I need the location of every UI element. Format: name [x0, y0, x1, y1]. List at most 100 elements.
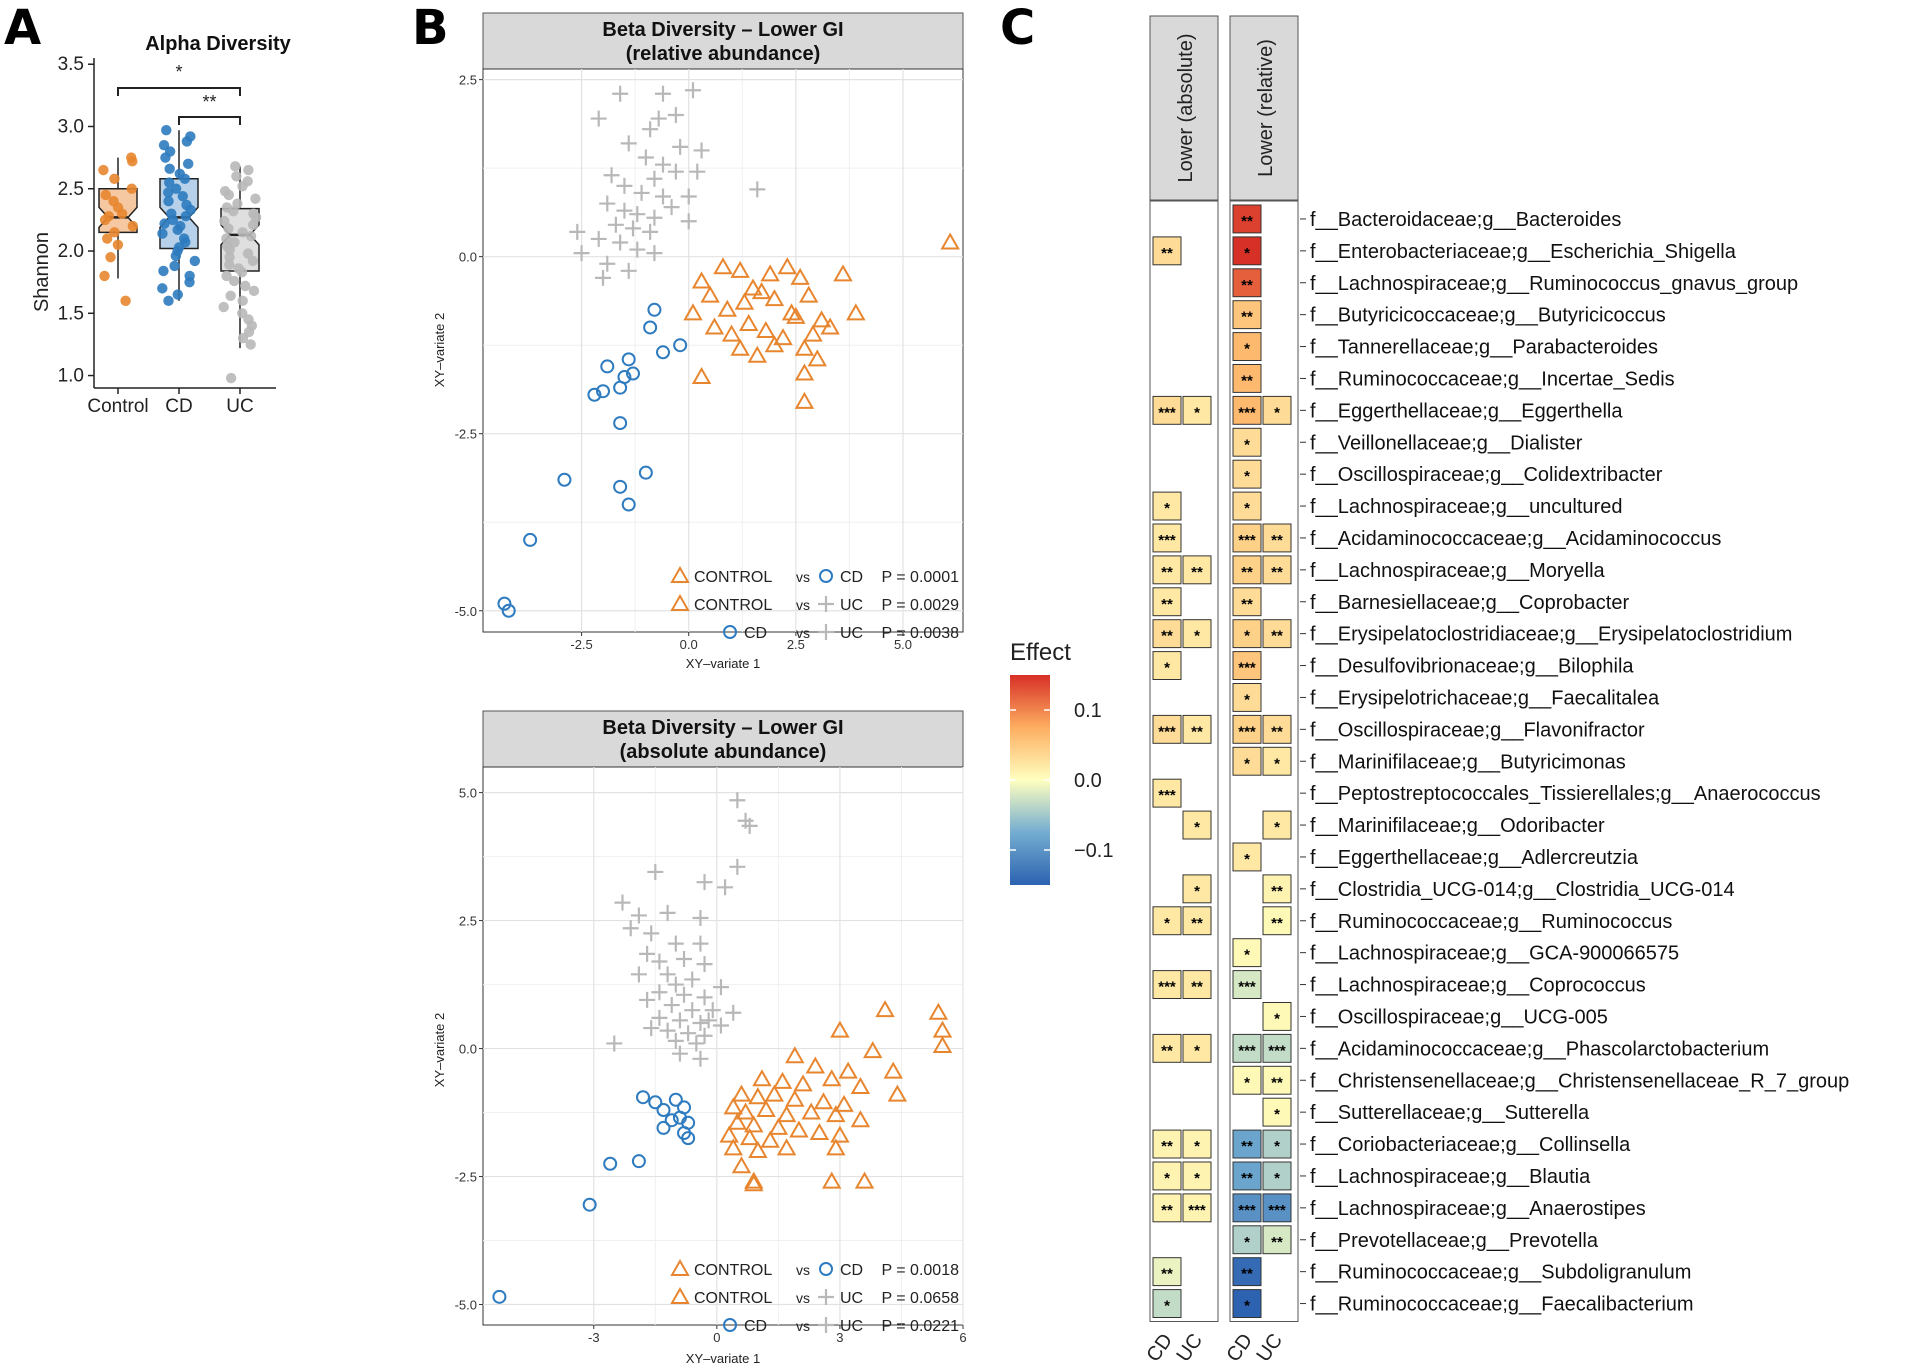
beta-absolute-point-uc — [639, 991, 656, 1008]
alpha-point-cd — [179, 173, 191, 184]
alpha-point-control — [99, 270, 110, 282]
heatmap-cell — [1152, 555, 1182, 585]
beta-absolute-point-uc — [622, 920, 639, 937]
heatmap-column-label: UC — [1173, 1330, 1208, 1366]
heatmap-cell — [1232, 683, 1262, 712]
beta-absolute-point-control — [727, 1112, 748, 1130]
alpha-point-uc — [245, 339, 256, 350]
heatmap-row-label: f__Christensenellaceae;g__Christensenell… — [1310, 1070, 1849, 1092]
strip-absolute-label: Lower (absolute) — [1175, 34, 1197, 183]
beta-relative-point-uc — [646, 245, 663, 262]
heatmap-row-label: f__Lachnospiraceae;g__uncultured — [1310, 496, 1622, 518]
beta-relative-point-control — [734, 292, 755, 310]
beta-relative-point-control — [820, 317, 840, 335]
beta-relative-point-cd — [613, 380, 628, 395]
heatmap-column-label: UC — [1253, 1330, 1288, 1366]
heatmap-cell-stars: *** — [1238, 404, 1256, 421]
beta-relative-point-control — [717, 299, 738, 317]
beta-relative-point-uc — [573, 245, 590, 262]
panel-letter-a: A — [4, 0, 41, 56]
alpha-point-uc — [231, 171, 242, 182]
heatmap-cell-stars: ** — [1241, 1266, 1253, 1283]
beta-relative-point-uc — [646, 170, 663, 187]
beta-absolute-point-control — [850, 1110, 871, 1128]
beta-absolute-title-line2: (absolute abundance) — [620, 741, 827, 763]
beta-relative-point-control — [683, 303, 703, 321]
beta-relative-point-control — [833, 264, 853, 282]
heatmap-row-label: f__Ruminococcaceae;g__Incertae_Sedis — [1310, 368, 1675, 390]
panel-letter-b: B — [412, 0, 449, 56]
heatmap-cell — [1232, 619, 1262, 649]
beta-absolute-point-control — [776, 1138, 797, 1156]
beta-relative-point-control — [670, 565, 690, 583]
heatmap-cell-stars: * — [1244, 947, 1250, 964]
beta-relative-legend-vs: vs — [796, 569, 810, 585]
alpha-point-uc — [224, 252, 235, 263]
beta-relative-point-uc — [620, 135, 637, 152]
alpha-ylabel: Shannon — [31, 232, 53, 312]
heatmap-row-label: f__Eggerthellaceae;g__Adlercreutzia — [1310, 847, 1639, 869]
heatmap-cell — [1262, 874, 1292, 904]
beta-relative-point-cd — [643, 320, 658, 335]
beta-absolute-point-cd — [582, 1197, 597, 1212]
heatmap-cell — [1152, 1033, 1182, 1063]
heatmap-cell — [1152, 395, 1182, 425]
alpha-point-cd — [157, 283, 168, 294]
strip-relative-label: Lower (relative) — [1255, 39, 1277, 177]
beta-relative-xlabel: XY–variate 1 — [686, 656, 760, 671]
beta-relative-point-control — [794, 363, 815, 381]
beta-relative-point-uc — [818, 596, 834, 612]
beta-absolute-point-uc — [614, 894, 631, 911]
beta-absolute-point-uc — [659, 1022, 676, 1039]
beta-absolute-ylabel: XY–variate 2 — [432, 1013, 447, 1087]
beta-relative-point-cd — [596, 384, 610, 399]
beta-relative-legend-vs: vs — [796, 625, 810, 641]
alpha-xtick-label: Control — [87, 396, 148, 417]
heatmap-cell-stars: ** — [1271, 564, 1283, 581]
beta-absolute-point-control — [748, 1087, 768, 1105]
beta-relative-point-uc — [637, 149, 654, 166]
alpha-point-uc — [243, 164, 254, 176]
heatmap-cell-stars: ** — [1161, 1266, 1173, 1283]
alpha-point-cd — [167, 214, 179, 226]
beta-absolute-legend-p: P = 0.0018 — [881, 1262, 959, 1279]
heatmap-cell — [1232, 1065, 1262, 1095]
beta-absolute-point-control — [863, 1041, 883, 1059]
beta-relative-point-uc — [616, 202, 633, 219]
heatmap-row-label: f__Erysipelatoclostridiaceae;g__Erysipel… — [1310, 624, 1792, 646]
beta-absolute-point-control — [731, 1156, 752, 1174]
beta-absolute-ytick-label: 0.0 — [459, 1042, 477, 1057]
beta-absolute-point-control — [809, 1123, 830, 1141]
beta-relative-ytick-label: -2.5 — [455, 427, 477, 442]
effect-colorbar-label: 0.0 — [1074, 770, 1102, 792]
heatmap-cell-stars: ** — [1271, 1234, 1283, 1251]
alpha-point-cd — [170, 250, 182, 262]
beta-relative-point-control — [777, 257, 798, 275]
heatmap-cell — [1152, 587, 1182, 617]
strip-relative — [1229, 15, 1299, 201]
alpha-point-cd — [180, 210, 191, 222]
alpha-xtick-label: UC — [226, 396, 253, 417]
beta-relative-point-cd — [626, 366, 640, 381]
alpha-point-cd — [160, 152, 171, 163]
alpha-point-cd — [163, 187, 174, 198]
beta-absolute-ytick-label: -2.5 — [455, 1170, 477, 1185]
heatmap-cell-stars: ** — [1241, 1138, 1253, 1155]
heatmap-cell — [1232, 587, 1262, 617]
beta-absolute-point-uc — [696, 1027, 713, 1044]
heatmap-column-label: CD — [1143, 1330, 1178, 1366]
beta-absolute-legend-a: CONTROL — [694, 1290, 772, 1307]
alpha-ytick-label: 2.5 — [58, 179, 84, 200]
heatmap-row-label: f__Coriobacteriaceae;g__Collinsella — [1310, 1134, 1631, 1156]
heatmap-cell-stars: * — [1244, 628, 1250, 645]
heatmap-cell — [1262, 714, 1292, 744]
beta-relative-legend-p: P = 0.0029 — [881, 597, 959, 614]
beta-absolute-point-uc — [729, 858, 746, 875]
heatmap-cell — [1152, 1193, 1182, 1223]
beta-absolute-point-control — [887, 1084, 908, 1102]
beta-absolute-point-uc — [647, 863, 664, 880]
beta-absolute-point-control — [756, 1099, 776, 1117]
heatmap-cell — [1232, 1129, 1262, 1159]
heatmap-row-label: f__Oscillospiraceae;g__UCG-005 — [1310, 1006, 1608, 1028]
heatmap-cell — [1262, 523, 1292, 553]
